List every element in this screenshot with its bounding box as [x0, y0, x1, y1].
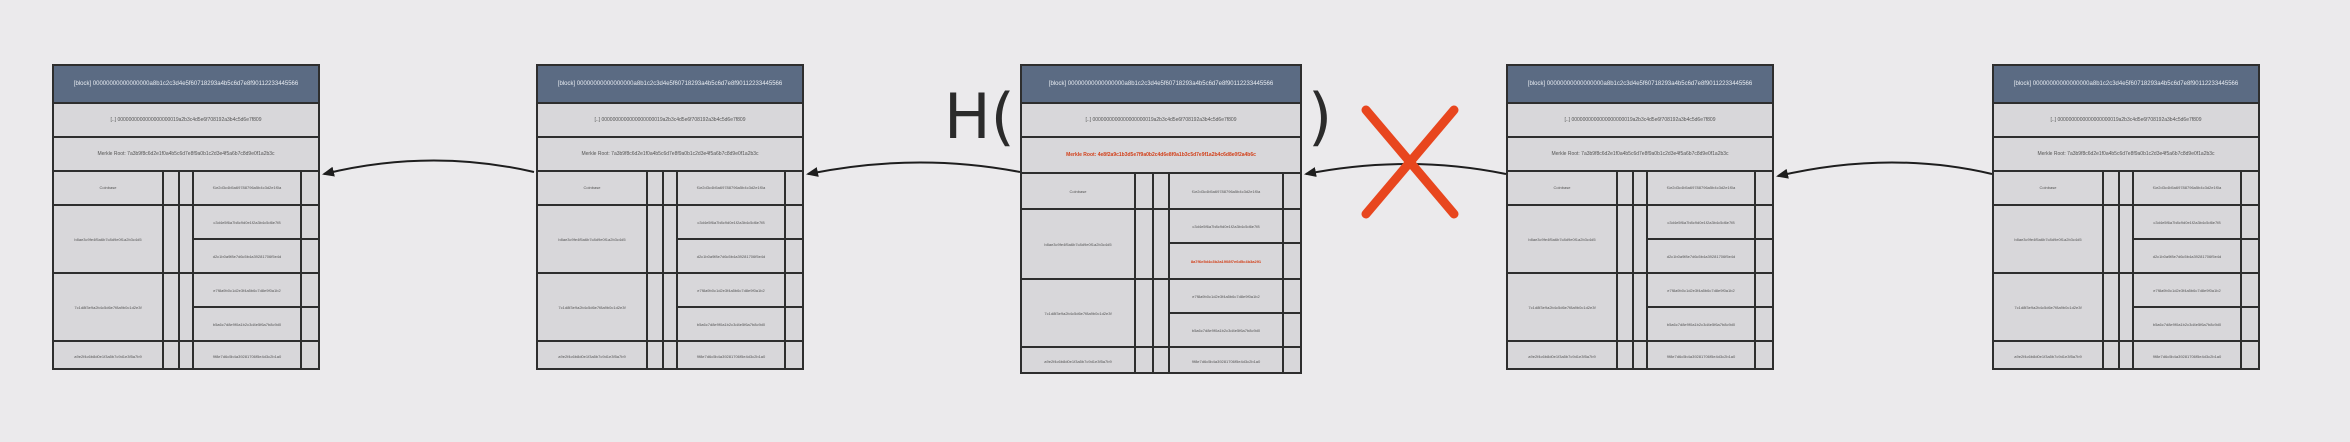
- merkle-root-row: Merkle Root: 7a3b9f8c6d2e1f0a4b5c6d7e8f9…: [538, 138, 802, 172]
- tx-input: 7c1d8f3e9a2b4c5d6e7f8a9b0c1d2e3f: [2014, 304, 2082, 310]
- tx-output: 9f8e7d6c5b4a39281706f5e4d3c2b1a0: [212, 353, 282, 359]
- tx-input: a9e2f4c6b8d0e1f3a5b7c9d1e3f5a7b9: [558, 353, 626, 359]
- block-4: [block] 00000000000000000a8b1c2c3d4e5f60…: [1506, 64, 1774, 370]
- prev-hash-row: [..] 0000000000000000000019a2b3c4d5e6f70…: [54, 104, 318, 138]
- tx-output: f1e2d3c4b5a69788796a5b4c3d2e1f0a: [1666, 184, 1736, 190]
- block-2: [block] 00000000000000000a8b1c2c3d4e5f60…: [536, 64, 804, 370]
- tx-output: d2c1b0a9f8e7d6c5b4a39281706f5e4d: [2152, 253, 2222, 259]
- block-5: [block] 00000000000000000a8b1c2c3d4e5f60…: [1992, 64, 2260, 370]
- tx-output: c3d4e5f6a7b8c9d0e1f2a3b4c5d6e7f8: [1667, 219, 1735, 225]
- block-header: [block] 00000000000000000a8b1c2c3d4e5f60…: [538, 66, 802, 104]
- tx-output: e7f8a9b0c1d2e3f4a5b6c7d8e9f0a1b2: [1667, 287, 1735, 293]
- tx-input: b8ae3c9fe4f5a6b7c8d9e0f1a2b3c4d5: [2014, 236, 2082, 242]
- prev-hash-row: [..] 0000000000000000000019a2b3c4d5e6f70…: [1508, 104, 1772, 138]
- tx-output: f1e2d3c4b5a69788796a5b4c3d2e1f0a: [696, 184, 766, 190]
- prev-hash-row: [..] 0000000000000000000019a2b3c4d5e6f70…: [1994, 104, 2258, 138]
- transaction-table: Coinbase b8ae3c9fe4f5a6b7c8d9e0f1a2b3c4d…: [54, 170, 318, 368]
- tx-output: d2c1b0a9f8e7d6c5b4a39281706f5e4d: [212, 253, 282, 259]
- link-arrow-1: [322, 159, 535, 177]
- tx-input: Coinbase: [99, 184, 117, 190]
- tx-input: Coinbase: [2039, 184, 2057, 190]
- tx-output: f1e2d3c4b5a69788796a5b4c3d2e1f0a: [212, 184, 282, 190]
- transaction-table: Coinbase b8ae3c9fe4f5a6b7c8d9e0f1a2b3c4d…: [1022, 174, 1300, 372]
- tx-output: 9f8e7d6c5b4a39281706f5e4d3c2b1a0: [1191, 358, 1261, 364]
- tx-input: b8ae3c9fe4f5a6b7c8d9e0f1a2b3c4d5: [558, 236, 626, 242]
- tx-output: b5a6c7d8e9f0a1b2c3d4e5f6a7b8c9d0: [1666, 321, 1736, 327]
- tx-input: 7c1d8f3e9a2b4c5d6e7f8a9b0c1d2e3f: [1044, 310, 1112, 316]
- block-3-hashed: [block] 00000000000000000a8b1c2c3d4e5f60…: [1020, 64, 1302, 374]
- tx-output: e7f8a9b0c1d2e3f4a5b6c7d8e9f0a1b2: [1192, 293, 1260, 299]
- block-header: [block] 00000000000000000a8b1c2c3d4e5f60…: [54, 66, 318, 104]
- block-1: [block] 00000000000000000a8b1c2c3d4e5f60…: [52, 64, 320, 370]
- tx-output-modified: 8a7f6e5d4c3b2a1908f7e6d5c4b3a291: [1190, 258, 1262, 264]
- tx-output: 9f8e7d6c5b4a39281706f5e4d3c2b1a0: [1666, 353, 1736, 359]
- tx-input: b8ae3c9fe4f5a6b7c8d9e0f1a2b3c4d5: [1044, 241, 1112, 247]
- merkle-root-row-modified: Merkle Root: 4e8f2a9c1b3d5e7f9a0b2c4d6e8…: [1022, 138, 1300, 174]
- tx-input: Coinbase: [1069, 188, 1087, 194]
- tx-output: c3d4e5f6a7b8c9d0e1f2a3b4c5d6e7f8: [1192, 223, 1260, 229]
- tx-output: c3d4e5f6a7b8c9d0e1f2a3b4c5d6e7f8: [697, 219, 765, 225]
- block-header: [block] 00000000000000000a8b1c2c3d4e5f60…: [1994, 66, 2258, 104]
- tx-input: a9e2f4c6b8d0e1f3a5b7c9d1e3f5a7b9: [1528, 353, 1596, 359]
- tx-input: a9e2f4c6b8d0e1f3a5b7c9d1e3f5a7b9: [74, 353, 142, 359]
- block-header: [block] 00000000000000000a8b1c2c3d4e5f60…: [1508, 66, 1772, 104]
- tx-output: e7f8a9b0c1d2e3f4a5b6c7d8e9f0a1b2: [697, 287, 765, 293]
- tx-input: 7c1d8f3e9a2b4c5d6e7f8a9b0c1d2e3f: [74, 304, 142, 310]
- transaction-table: Coinbase b8ae3c9fe4f5a6b7c8d9e0f1a2b3c4d…: [1508, 170, 1772, 368]
- tx-output: f1e2d3c4b5a69788796a5b4c3d2e1f0a: [2152, 184, 2222, 190]
- tx-output: c3d4e5f6a7b8c9d0e1f2a3b4c5d6e7f8: [213, 219, 281, 225]
- tx-output: b5a6c7d8e9f0a1b2c3d4e5f6a7b8c9d0: [2152, 321, 2222, 327]
- tx-input: b8ae3c9fe4f5a6b7c8d9e0f1a2b3c4d5: [1528, 236, 1596, 242]
- hash-function-close: ): [1308, 80, 1333, 153]
- link-arrow-4: [1776, 161, 1993, 179]
- tx-input: a9e2f4c6b8d0e1f3a5b7c9d1e3f5a7b9: [1044, 358, 1112, 364]
- tx-output: e7f8a9b0c1d2e3f4a5b6c7d8e9f0a1b2: [213, 287, 281, 293]
- tx-output: b5a6c7d8e9f0a1b2c3d4e5f6a7b8c9d0: [212, 321, 282, 327]
- tx-input: Coinbase: [583, 184, 601, 190]
- transaction-table: Coinbase b8ae3c9fe4f5a6b7c8d9e0f1a2b3c4d…: [1994, 170, 2258, 368]
- tx-output: d2c1b0a9f8e7d6c5b4a39281706f5e4d: [1666, 253, 1736, 259]
- transaction-table: Coinbase b8ae3c9fe4f5a6b7c8d9e0f1a2b3c4d…: [538, 170, 802, 368]
- tx-output: e7f8a9b0c1d2e3f4a5b6c7d8e9f0a1b2: [2153, 287, 2221, 293]
- tx-input: a9e2f4c6b8d0e1f3a5b7c9d1e3f5a7b9: [2014, 353, 2082, 359]
- link-arrow-2: [806, 161, 1021, 177]
- tx-output: d2c1b0a9f8e7d6c5b4a39281706f5e4d: [696, 253, 766, 259]
- tx-output: b5a6c7d8e9f0a1b2c3d4e5f6a7b8c9d0: [1191, 327, 1261, 333]
- tx-input: b8ae3c9fe4f5a6b7c8d9e0f1a2b3c4d5: [74, 236, 142, 242]
- prev-hash-row: [..] 0000000000000000000019a2b3c4d5e6f70…: [538, 104, 802, 138]
- tx-input: 7c1d8f3e9a2b4c5d6e7f8a9b0c1d2e3f: [1528, 304, 1596, 310]
- merkle-root-row: Merkle Root: 7a3b9f8c6d2e1f0a4b5c6d7e8f9…: [1508, 138, 1772, 172]
- block-header: [block] 00000000000000000a8b1c2c3d4e5f60…: [1022, 66, 1300, 104]
- tx-output: 9f8e7d6c5b4a39281706f5e4d3c2b1a0: [696, 353, 766, 359]
- tx-input: Coinbase: [1553, 184, 1571, 190]
- merkle-root-row: Merkle Root: 7a3b9f8c6d2e1f0a4b5c6d7e8f9…: [1994, 138, 2258, 172]
- tx-output: f1e2d3c4b5a69788796a5b4c3d2e1f0a: [1191, 188, 1261, 194]
- prev-hash-row: [..] 0000000000000000000019a2b3c4d5e6f70…: [1022, 104, 1300, 138]
- tx-input: 7c1d8f3e9a2b4c5d6e7f8a9b0c1d2e3f: [558, 304, 626, 310]
- cross-mark-icon: [1361, 105, 1459, 219]
- hash-function-open: H(: [944, 80, 1015, 153]
- tx-output: b5a6c7d8e9f0a1b2c3d4e5f6a7b8c9d0: [696, 321, 766, 327]
- merkle-root-row: Merkle Root: 7a3b9f8c6d2e1f0a4b5c6d7e8f9…: [54, 138, 318, 172]
- tx-output: c3d4e5f6a7b8c9d0e1f2a3b4c5d6e7f8: [2153, 219, 2221, 225]
- tx-output: 9f8e7d6c5b4a39281706f5e4d3c2b1a0: [2152, 353, 2222, 359]
